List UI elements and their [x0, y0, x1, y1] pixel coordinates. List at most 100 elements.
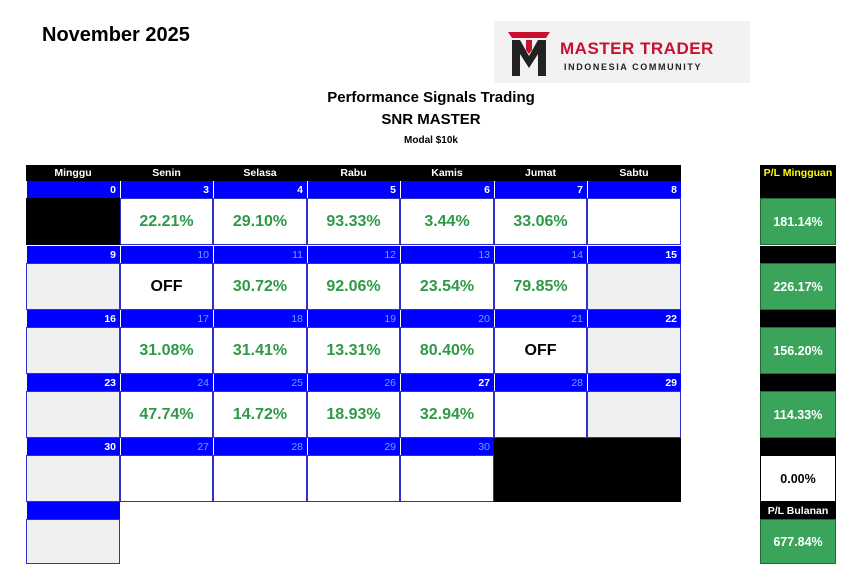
day-result — [213, 455, 307, 502]
day-header-selasa: Selasa — [213, 165, 307, 181]
day-number: 20 — [400, 310, 494, 327]
day-number: 27 — [120, 438, 213, 455]
pl-separator — [760, 246, 836, 263]
day-result: 32.94% — [400, 391, 494, 438]
pl-monthly-header: P/L Bulanan — [760, 502, 836, 519]
day-number: 18 — [213, 310, 307, 327]
pl-separator — [760, 438, 836, 455]
capital-note: Modal $10k — [404, 135, 458, 146]
pl-monthly-value: 677.84% — [760, 519, 836, 564]
day-result — [120, 455, 213, 502]
day-result: 23.54% — [400, 263, 494, 310]
day-number: 23 — [26, 374, 120, 391]
day-result — [26, 327, 120, 374]
day-header-rabu: Rabu — [307, 165, 400, 181]
day-result: 30.72% — [213, 263, 307, 310]
logo-subtitle: INDONESIA COMMUNITY — [564, 62, 703, 72]
day-number: 22 — [587, 310, 681, 327]
day-number: 30 — [26, 438, 120, 455]
pl-separator — [760, 310, 836, 327]
day-result — [26, 455, 120, 502]
day-number: 12 — [307, 246, 400, 263]
day-result: OFF — [120, 263, 213, 310]
pl-separator — [760, 374, 836, 391]
day-number: 9 — [26, 246, 120, 263]
day-number — [494, 438, 587, 455]
day-number: 5 — [307, 181, 400, 198]
pl-separator — [760, 181, 836, 198]
day-number: 24 — [120, 374, 213, 391]
day-header-jumat: Jumat — [494, 165, 587, 181]
day-result: 79.85% — [494, 263, 587, 310]
day-number: 29 — [587, 374, 681, 391]
day-number: 6 — [400, 181, 494, 198]
day-result: 31.41% — [213, 327, 307, 374]
day-number: 25 — [213, 374, 307, 391]
day-header-senin: Senin — [120, 165, 213, 181]
day-number: 13 — [400, 246, 494, 263]
day-result — [400, 455, 494, 502]
day-result — [494, 455, 587, 502]
day-number: 27 — [400, 374, 494, 391]
day-result — [587, 198, 681, 245]
logo-title: MASTER TRADER — [560, 39, 714, 58]
day-result: 22.21% — [120, 198, 213, 245]
mt-logo-icon — [508, 32, 550, 76]
day-header-sabtu: Sabtu — [587, 165, 681, 181]
month-title: November 2025 — [42, 24, 190, 46]
day-result: 29.10% — [213, 198, 307, 245]
day-number: 14 — [494, 246, 587, 263]
monthly-row-cell — [26, 519, 120, 564]
day-result — [26, 198, 120, 245]
day-number: 19 — [307, 310, 400, 327]
day-result: 33.06% — [494, 198, 587, 245]
day-number: 3 — [120, 181, 213, 198]
day-result — [307, 455, 400, 502]
day-result: 18.93% — [307, 391, 400, 438]
day-number: 26 — [307, 374, 400, 391]
day-result: 13.31% — [307, 327, 400, 374]
day-number: 30 — [400, 438, 494, 455]
report-title: Performance Signals Trading — [327, 89, 535, 106]
report-subtitle: SNR MASTER — [381, 111, 481, 128]
day-number: 28 — [494, 374, 587, 391]
pl-weekly-value: 0.00% — [760, 455, 836, 502]
day-result: OFF — [494, 327, 587, 374]
day-result — [587, 263, 681, 310]
day-number: 17 — [120, 310, 213, 327]
day-result — [587, 391, 681, 438]
pl-weekly-value: 226.17% — [760, 263, 836, 310]
day-header-kamis: Kamis — [400, 165, 494, 181]
day-result: 14.72% — [213, 391, 307, 438]
pl-weekly-value: 114.33% — [760, 391, 836, 438]
day-number: 11 — [213, 246, 307, 263]
day-result — [587, 327, 681, 374]
pl-weekly-header: P/L Mingguan — [760, 165, 836, 181]
day-number: 0 — [26, 181, 120, 198]
day-result: 80.40% — [400, 327, 494, 374]
monthly-row-bar — [26, 502, 120, 519]
day-result — [587, 455, 681, 502]
day-number: 8 — [587, 181, 681, 198]
pl-weekly-value: 181.14% — [760, 198, 836, 245]
day-number — [587, 438, 681, 455]
master-trader-logo: MASTER TRADER INDONESIA COMMUNITY — [494, 21, 750, 83]
day-result: 3.44% — [400, 198, 494, 245]
day-result — [494, 391, 587, 438]
day-result: 31.08% — [120, 327, 213, 374]
pl-weekly-value: 156.20% — [760, 327, 836, 374]
day-number: 29 — [307, 438, 400, 455]
day-number: 15 — [587, 246, 681, 263]
day-number: 21 — [494, 310, 587, 327]
day-number: 16 — [26, 310, 120, 327]
day-number: 4 — [213, 181, 307, 198]
day-result: 47.74% — [120, 391, 213, 438]
day-result — [26, 391, 120, 438]
day-result: 93.33% — [307, 198, 400, 245]
day-number: 28 — [213, 438, 307, 455]
day-result — [26, 263, 120, 310]
day-number: 10 — [120, 246, 213, 263]
day-number: 7 — [494, 181, 587, 198]
day-result: 92.06% — [307, 263, 400, 310]
day-header-minggu: Minggu — [26, 165, 120, 181]
